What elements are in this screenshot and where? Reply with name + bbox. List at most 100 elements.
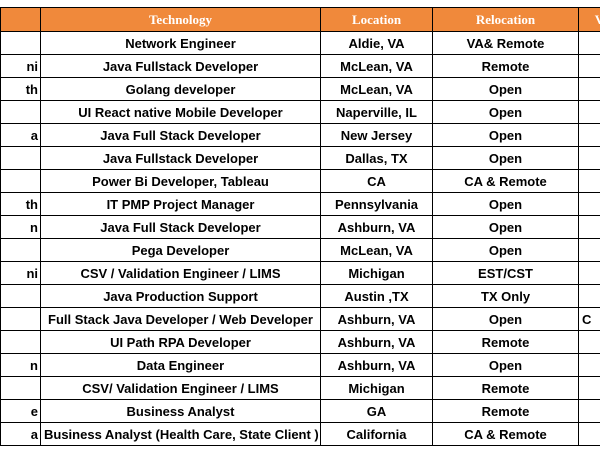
extra-cell bbox=[578, 422, 600, 446]
relocation-cell: Remote bbox=[432, 399, 579, 423]
relocation-cell: Remote bbox=[432, 54, 579, 78]
table-crop: TechnologyLocationRelocationV Network En… bbox=[0, 7, 600, 450]
relocation-cell: TX Only bbox=[432, 284, 579, 308]
technology-cell: Java Fullstack Developer bbox=[40, 146, 321, 170]
table-row: Java Production Support Austin ,TX TX Only bbox=[0, 284, 600, 308]
name-cell bbox=[0, 307, 41, 331]
header-cell bbox=[0, 7, 41, 32]
table-row: n Java Full Stack Developer Ashburn, VA Ope… bbox=[0, 215, 600, 239]
location-cell: McLean, VA bbox=[320, 238, 433, 262]
technology-cell: Full Stack Java Developer / Web Develope… bbox=[40, 307, 321, 331]
table-row: Java Fullstack Developer Dallas, TX Open bbox=[0, 146, 600, 170]
table-row: UI React native Mobile Developer Napervil… bbox=[0, 100, 600, 124]
extra-cell bbox=[578, 284, 600, 308]
technology-cell: Network Engineer bbox=[40, 31, 321, 55]
extra-cell bbox=[578, 77, 600, 101]
header-cell: V bbox=[578, 7, 600, 32]
header-cell: Relocation bbox=[432, 7, 579, 32]
location-cell: Michigan bbox=[320, 376, 433, 400]
extra-cell bbox=[578, 261, 600, 285]
location-cell: Ashburn, VA bbox=[320, 353, 433, 377]
technology-cell: CSV/ Validation Engineer / LIMS bbox=[40, 376, 321, 400]
location-cell: McLean, VA bbox=[320, 77, 433, 101]
extra-cell bbox=[578, 31, 600, 55]
extra-cell bbox=[578, 399, 600, 423]
location-cell: CA bbox=[320, 169, 433, 193]
extra-cell bbox=[578, 100, 600, 124]
name-cell bbox=[0, 31, 41, 55]
table-row: ni Java Fullstack Developer McLean, VA Remo… bbox=[0, 54, 600, 78]
table-row: Pega Developer McLean, VA Open bbox=[0, 238, 600, 262]
name-cell: n bbox=[0, 215, 41, 239]
location-cell: New Jersey bbox=[320, 123, 433, 147]
extra-cell bbox=[578, 238, 600, 262]
location-cell: Michigan bbox=[320, 261, 433, 285]
name-cell bbox=[0, 169, 41, 193]
table-row: Network Engineer Aldie, VA VA& Remote bbox=[0, 31, 600, 55]
relocation-cell: Open bbox=[432, 123, 579, 147]
technology-cell: IT PMP Project Manager bbox=[40, 192, 321, 216]
name-cell: a bbox=[0, 422, 41, 446]
name-cell bbox=[0, 330, 41, 354]
location-cell: McLean, VA bbox=[320, 54, 433, 78]
name-cell bbox=[0, 284, 41, 308]
location-cell: Pennsylvania bbox=[320, 192, 433, 216]
name-cell bbox=[0, 146, 41, 170]
extra-cell bbox=[578, 376, 600, 400]
relocation-cell: EST/CST bbox=[432, 261, 579, 285]
location-cell: Ashburn, VA bbox=[320, 215, 433, 239]
extra-cell bbox=[578, 169, 600, 193]
relocation-cell: Open bbox=[432, 215, 579, 239]
technology-cell: Java Production Support bbox=[40, 284, 321, 308]
table-row: a Java Full Stack Developer New Jersey Open bbox=[0, 123, 600, 147]
header-row: TechnologyLocationRelocationV bbox=[0, 7, 600, 32]
table-row: th IT PMP Project Manager Pennsylvania Open bbox=[0, 192, 600, 216]
relocation-cell: Open bbox=[432, 146, 579, 170]
name-cell: th bbox=[0, 192, 41, 216]
location-cell: Aldie, VA bbox=[320, 31, 433, 55]
extra-cell bbox=[578, 330, 600, 354]
name-cell: ni bbox=[0, 54, 41, 78]
technology-cell: Pega Developer bbox=[40, 238, 321, 262]
name-cell: e bbox=[0, 399, 41, 423]
extra-cell bbox=[578, 353, 600, 377]
table-row: e Business Analyst GA Remote bbox=[0, 399, 600, 423]
technology-cell: CSV / Validation Engineer / LIMS bbox=[40, 261, 321, 285]
location-cell: Dallas, TX bbox=[320, 146, 433, 170]
name-cell: th bbox=[0, 77, 41, 101]
table-row: CSV/ Validation Engineer / LIMS Michigan R… bbox=[0, 376, 600, 400]
technology-cell: UI React native Mobile Developer bbox=[40, 100, 321, 124]
relocation-cell: Open bbox=[432, 353, 579, 377]
table-row: a Business Analyst (Health Care, State Cl… bbox=[0, 422, 600, 446]
relocation-cell: Open bbox=[432, 238, 579, 262]
table-row: n Data Engineer Ashburn, VA Open bbox=[0, 353, 600, 377]
name-cell bbox=[0, 376, 41, 400]
header-cell: Technology bbox=[40, 7, 321, 32]
technology-cell: Java Full Stack Developer bbox=[40, 123, 321, 147]
technology-cell: UI Path RPA Developer bbox=[40, 330, 321, 354]
name-cell bbox=[0, 238, 41, 262]
technology-cell: Java Fullstack Developer bbox=[40, 54, 321, 78]
technology-cell: Data Engineer bbox=[40, 353, 321, 377]
extra-cell bbox=[578, 123, 600, 147]
location-cell: Ashburn, VA bbox=[320, 307, 433, 331]
extra-cell bbox=[578, 215, 600, 239]
name-cell: a bbox=[0, 123, 41, 147]
job-table: TechnologyLocationRelocationV Network En… bbox=[0, 7, 600, 446]
location-cell: California bbox=[320, 422, 433, 446]
relocation-cell: CA & Remote bbox=[432, 422, 579, 446]
table-row: UI Path RPA Developer Ashburn, VA Remote bbox=[0, 330, 600, 354]
location-cell: Naperville, IL bbox=[320, 100, 433, 124]
table-row: Full Stack Java Developer / Web Develope… bbox=[0, 307, 600, 331]
header-cell: Location bbox=[320, 7, 433, 32]
extra-cell bbox=[578, 146, 600, 170]
relocation-cell: Open bbox=[432, 192, 579, 216]
name-cell: n bbox=[0, 353, 41, 377]
relocation-cell: CA & Remote bbox=[432, 169, 579, 193]
table-row: Power Bi Developer, Tableau CA CA & Remote bbox=[0, 169, 600, 193]
technology-cell: Golang developer bbox=[40, 77, 321, 101]
relocation-cell: Open bbox=[432, 307, 579, 331]
table-row: th Golang developer McLean, VA Open bbox=[0, 77, 600, 101]
table-row: ni CSV / Validation Engineer / LIMS Michig… bbox=[0, 261, 600, 285]
